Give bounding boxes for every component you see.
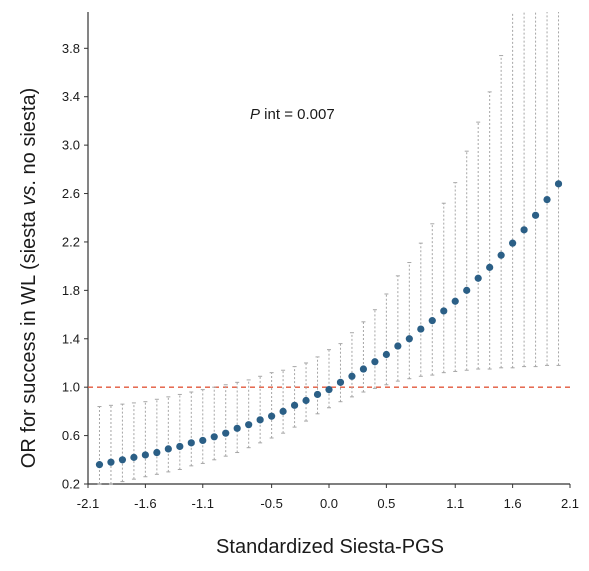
data-point	[199, 436, 207, 445]
data-point	[486, 263, 494, 271]
y-ticks-group: 0.2 0.6 1.0 1.4 1.8 2.2 2.6 3.0 3.4 3.8	[62, 41, 88, 492]
x-tick-label: 1.1	[446, 496, 464, 511]
data-point	[394, 342, 402, 350]
data-point	[451, 297, 459, 305]
x-tick-label: 2.1	[561, 496, 579, 511]
data-point	[95, 461, 104, 469]
y-tick-label: 0.6	[62, 428, 80, 443]
error-bars-group	[97, 12, 561, 485]
y-tick-label: 3.0	[62, 138, 80, 153]
data-point	[187, 439, 195, 447]
y-tick-label: 1.8	[62, 283, 80, 298]
y-tick-label: 3.8	[62, 41, 80, 56]
data-point	[405, 335, 413, 343]
annotation-p-symbol: P	[250, 106, 260, 123]
y-axis-title: OR for success in WL (siesta vs. no sies…	[18, 88, 40, 468]
data-point	[497, 251, 505, 259]
data-point	[382, 350, 390, 359]
y-tick-label: 2.2	[62, 234, 80, 249]
x-tick-label: -1.1	[192, 496, 214, 511]
data-point	[279, 407, 287, 415]
x-ticks-group: -2.1 -1.6 -1.1 -0.5 0.0 0.5 1.1 1.6 2.1	[77, 484, 579, 511]
y-tick-label: 3.4	[62, 89, 80, 104]
data-point	[256, 416, 264, 424]
data-point	[222, 429, 230, 437]
data-point	[417, 325, 425, 333]
y-axis-title-part-1: OR for success in WL (siesta	[18, 206, 40, 469]
data-point	[118, 456, 127, 464]
data-point	[474, 274, 482, 282]
plot-area: 0.20.61.01.41.82.22.63.03.43.8 -2.1 -1.6-…	[62, 12, 579, 511]
x-tick-label: -0.5	[260, 496, 282, 511]
data-point	[107, 458, 115, 466]
data-point	[428, 317, 436, 325]
data-point	[290, 401, 299, 409]
data-point	[554, 180, 563, 188]
data-point	[520, 226, 528, 234]
y-axis-title-part-2: vs	[18, 186, 40, 206]
x-tick-label: 1.6	[504, 496, 522, 511]
y-axis-title-part-3: . no siesta)	[18, 88, 40, 186]
y-tick-label: 2.6	[62, 186, 80, 201]
data-point	[325, 386, 333, 394]
data-point	[153, 448, 161, 457]
data-point	[245, 421, 253, 429]
data-point	[302, 396, 310, 405]
x-tick-label: 0.5	[377, 496, 395, 511]
data-points-group	[95, 180, 563, 469]
data-point	[336, 378, 345, 386]
data-point	[130, 453, 138, 461]
data-point	[440, 307, 448, 315]
data-point	[509, 239, 517, 247]
p-interaction-annotation: P int = 0.007	[250, 106, 335, 123]
data-point	[313, 390, 322, 399]
data-point	[359, 365, 368, 373]
x-tick-label: -2.1	[77, 496, 99, 511]
data-point	[176, 442, 184, 451]
data-point	[348, 372, 356, 380]
data-point	[268, 412, 276, 420]
annotation-value: int = 0.007	[260, 106, 335, 123]
data-point	[141, 451, 149, 459]
y-tick-label: 0.2	[62, 477, 80, 492]
data-point	[543, 195, 551, 204]
x-tick-label: 0.0	[320, 496, 338, 511]
y-tick-label: 1.4	[62, 331, 80, 346]
data-point	[164, 445, 172, 453]
data-point	[531, 211, 540, 219]
data-point	[463, 286, 471, 294]
x-axis-title: Standardized Siesta-PGS	[216, 536, 444, 558]
data-point	[210, 433, 218, 441]
data-point	[233, 424, 241, 432]
x-tick-label: -1.6	[134, 496, 156, 511]
y-tick-label: 1.0	[62, 380, 80, 395]
data-point	[371, 358, 379, 366]
